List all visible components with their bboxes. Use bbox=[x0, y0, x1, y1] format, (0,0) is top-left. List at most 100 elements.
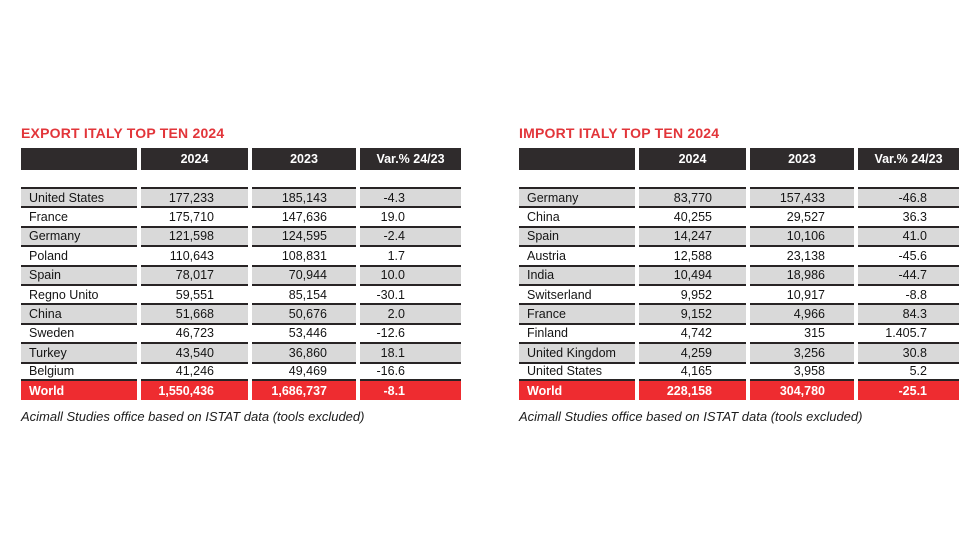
value-cell: 10,917 bbox=[750, 283, 854, 304]
value-cell: 30.8 bbox=[858, 342, 959, 362]
value-cell: 84.3 bbox=[858, 303, 959, 323]
value-cell: 3,256 bbox=[750, 342, 854, 362]
column-header: 2024 bbox=[639, 148, 746, 170]
value-cell: 51,668 bbox=[141, 303, 248, 323]
column-header: 2024 bbox=[141, 148, 248, 170]
value-cell: 41,246 bbox=[141, 361, 248, 381]
country-cell: Belgium bbox=[21, 361, 137, 381]
value-cell: 185,143 bbox=[252, 187, 356, 207]
country-cell: China bbox=[21, 303, 137, 323]
value-cell: -46.8 bbox=[858, 187, 959, 207]
total-value-cell: -8.1 bbox=[360, 380, 461, 401]
total-value-cell: 1,550,436 bbox=[141, 380, 248, 401]
country-cell: China bbox=[519, 206, 635, 226]
country-cell: Spain bbox=[21, 264, 137, 284]
country-cell: Germany bbox=[21, 225, 137, 246]
country-cell: Austria bbox=[519, 245, 635, 265]
country-cell: Spain bbox=[519, 225, 635, 246]
export-table-block: EXPORT ITALY TOP TEN 2024 2024 2023 Var.% … bbox=[21, 126, 461, 424]
value-cell: -4.3 bbox=[360, 187, 461, 207]
value-cell: 108,831 bbox=[252, 245, 356, 265]
column-header: Var.% 24/23 bbox=[858, 148, 959, 170]
column-header: 2023 bbox=[750, 148, 854, 170]
value-cell: 5.2 bbox=[858, 361, 959, 381]
export-source-note: Acimall Studies office based on ISTAT da… bbox=[21, 409, 365, 425]
country-cell: France bbox=[519, 303, 635, 323]
value-cell: -16.6 bbox=[360, 361, 461, 381]
value-cell: 53,446 bbox=[252, 322, 356, 343]
import-source-note: Acimall Studies office based on ISTAT da… bbox=[519, 409, 863, 425]
country-cell: Poland bbox=[21, 245, 137, 265]
value-cell: 46,723 bbox=[141, 322, 248, 343]
value-cell: 36.3 bbox=[858, 206, 959, 226]
value-cell: 14,247 bbox=[639, 225, 746, 246]
country-cell: France bbox=[21, 206, 137, 226]
value-cell: 147,636 bbox=[252, 206, 356, 226]
value-cell: 3,958 bbox=[750, 361, 854, 381]
value-cell: 1.7 bbox=[360, 245, 461, 265]
value-cell: 49,469 bbox=[252, 361, 356, 381]
value-cell: -30.1 bbox=[360, 283, 461, 304]
value-cell: -8.8 bbox=[858, 283, 959, 304]
country-cell: United States bbox=[519, 361, 635, 381]
import-table: 2024 2023 Var.% 24/23 Germany 83,770 157,433-… bbox=[519, 148, 959, 401]
column-header: Var.% 24/23 bbox=[360, 148, 461, 170]
value-cell: 41.0 bbox=[858, 225, 959, 246]
total-value-cell: -25.1 bbox=[858, 380, 959, 401]
country-cell: Turkey bbox=[21, 342, 137, 362]
value-cell: 4,966 bbox=[750, 303, 854, 323]
value-cell: 23,138 bbox=[750, 245, 854, 265]
country-cell: Germany bbox=[519, 187, 635, 207]
import-table-block: IMPORT ITALY TOP TEN 2024 2024 2023 Var.% … bbox=[519, 126, 959, 424]
value-cell: 12,588 bbox=[639, 245, 746, 265]
column-header-blank bbox=[519, 148, 635, 170]
value-cell: 50,676 bbox=[252, 303, 356, 323]
header-gap-spacer bbox=[21, 170, 461, 187]
value-cell: -45.6 bbox=[858, 245, 959, 265]
value-cell: 10.0 bbox=[360, 264, 461, 284]
country-cell: Finland bbox=[519, 322, 635, 343]
value-cell: 18,986 bbox=[750, 264, 854, 284]
country-cell: Sweden bbox=[21, 322, 137, 343]
value-cell: 177,233 bbox=[141, 187, 248, 207]
value-cell: 124,595 bbox=[252, 225, 356, 246]
value-cell: 36,860 bbox=[252, 342, 356, 362]
value-cell: 85,154 bbox=[252, 283, 356, 304]
value-cell: 78,017 bbox=[141, 264, 248, 284]
value-cell: 315 bbox=[750, 322, 854, 343]
country-cell: Switserland bbox=[519, 283, 635, 304]
country-cell: Regno Unito bbox=[21, 283, 137, 304]
value-cell: 157,433 bbox=[750, 187, 854, 207]
total-value-cell: 304,780 bbox=[750, 380, 854, 401]
value-cell: 40,255 bbox=[639, 206, 746, 226]
column-header: 2023 bbox=[252, 148, 356, 170]
total-label-cell: World bbox=[519, 380, 635, 401]
value-cell: 18.1 bbox=[360, 342, 461, 362]
value-cell: 83,770 bbox=[639, 187, 746, 207]
value-cell: 121,598 bbox=[141, 225, 248, 246]
total-value-cell: 228,158 bbox=[639, 380, 746, 401]
country-cell: United Kingdom bbox=[519, 342, 635, 362]
value-cell: -2.4 bbox=[360, 225, 461, 246]
value-cell: 59,551 bbox=[141, 283, 248, 304]
value-cell: 19.0 bbox=[360, 206, 461, 226]
export-table: 2024 2023 Var.% 24/23 United States 177,233 1… bbox=[21, 148, 461, 401]
value-cell: -12.6 bbox=[360, 322, 461, 343]
value-cell: 175,710 bbox=[141, 206, 248, 226]
country-cell: United States bbox=[21, 187, 137, 207]
value-cell: 29,527 bbox=[750, 206, 854, 226]
value-cell: 4,165 bbox=[639, 361, 746, 381]
value-cell: 4,259 bbox=[639, 342, 746, 362]
column-header-blank bbox=[21, 148, 137, 170]
country-cell: India bbox=[519, 264, 635, 284]
value-cell: 9,952 bbox=[639, 283, 746, 304]
value-cell: -44.7 bbox=[858, 264, 959, 284]
value-cell: 70,944 bbox=[252, 264, 356, 284]
value-cell: 10,494 bbox=[639, 264, 746, 284]
import-table-title: IMPORT ITALY TOP TEN 2024 bbox=[519, 125, 720, 141]
value-cell: 9,152 bbox=[639, 303, 746, 323]
export-table-title: EXPORT ITALY TOP TEN 2024 bbox=[21, 125, 225, 141]
total-label-cell: World bbox=[21, 380, 137, 401]
header-gap-spacer bbox=[519, 170, 959, 187]
value-cell: 110,643 bbox=[141, 245, 248, 265]
